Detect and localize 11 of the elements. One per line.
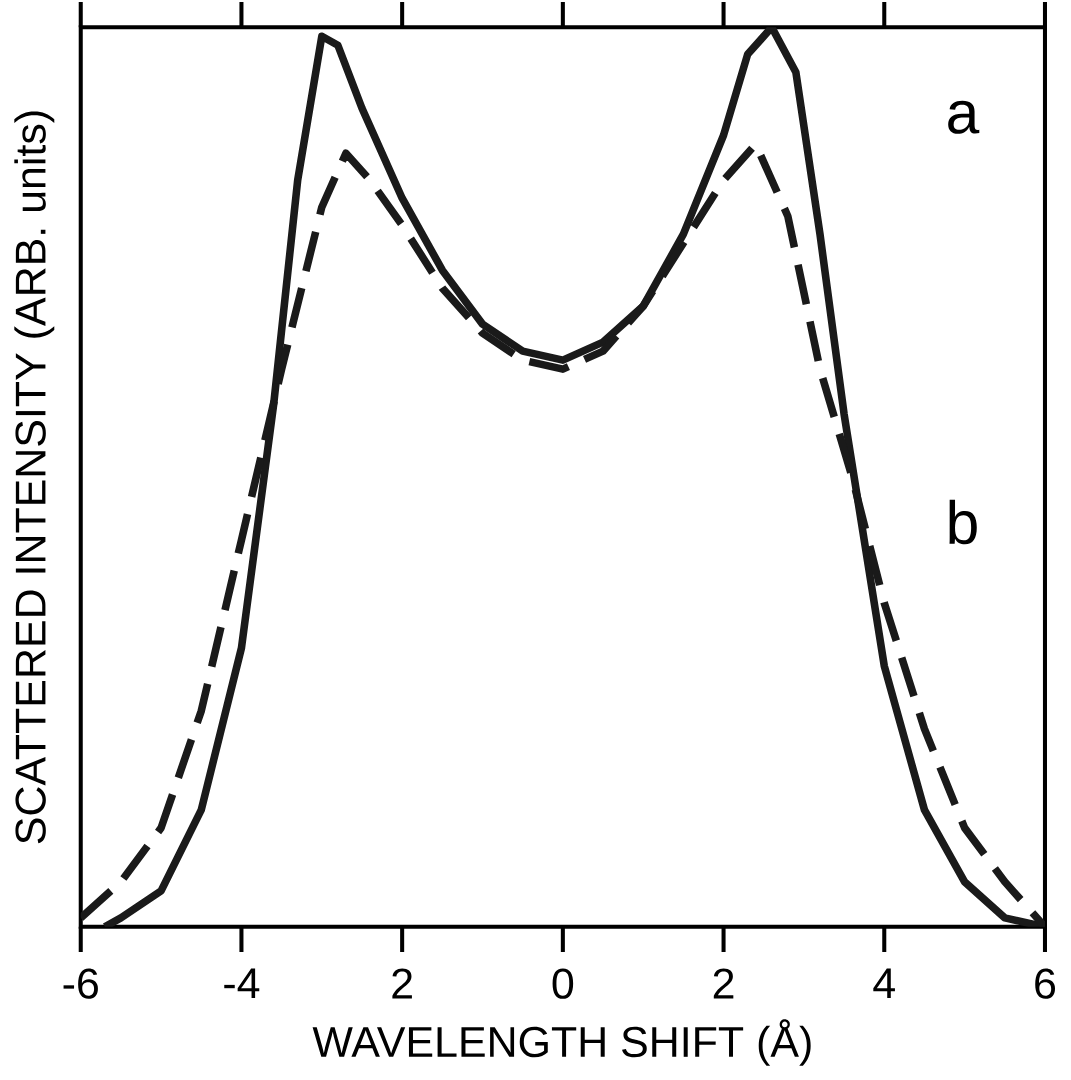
x-tick-label: -6: [63, 968, 98, 999]
x-tick-label: 6: [1035, 968, 1055, 999]
x-tick-label: 2: [392, 968, 412, 999]
x-axis-title: WAVELENGTH SHIFT (Å): [312, 1019, 811, 1066]
x-tick-label: 2: [713, 968, 734, 999]
text: a: [948, 100, 980, 134]
x-tick-label: 4: [873, 968, 895, 998]
x-tick-label: -4: [224, 968, 260, 998]
x-tick-label: 0: [552, 968, 574, 999]
series-label: b: [949, 499, 977, 545]
y-axis-title: SCATTERED INTENSITY (ARB. units): [14, 111, 55, 844]
